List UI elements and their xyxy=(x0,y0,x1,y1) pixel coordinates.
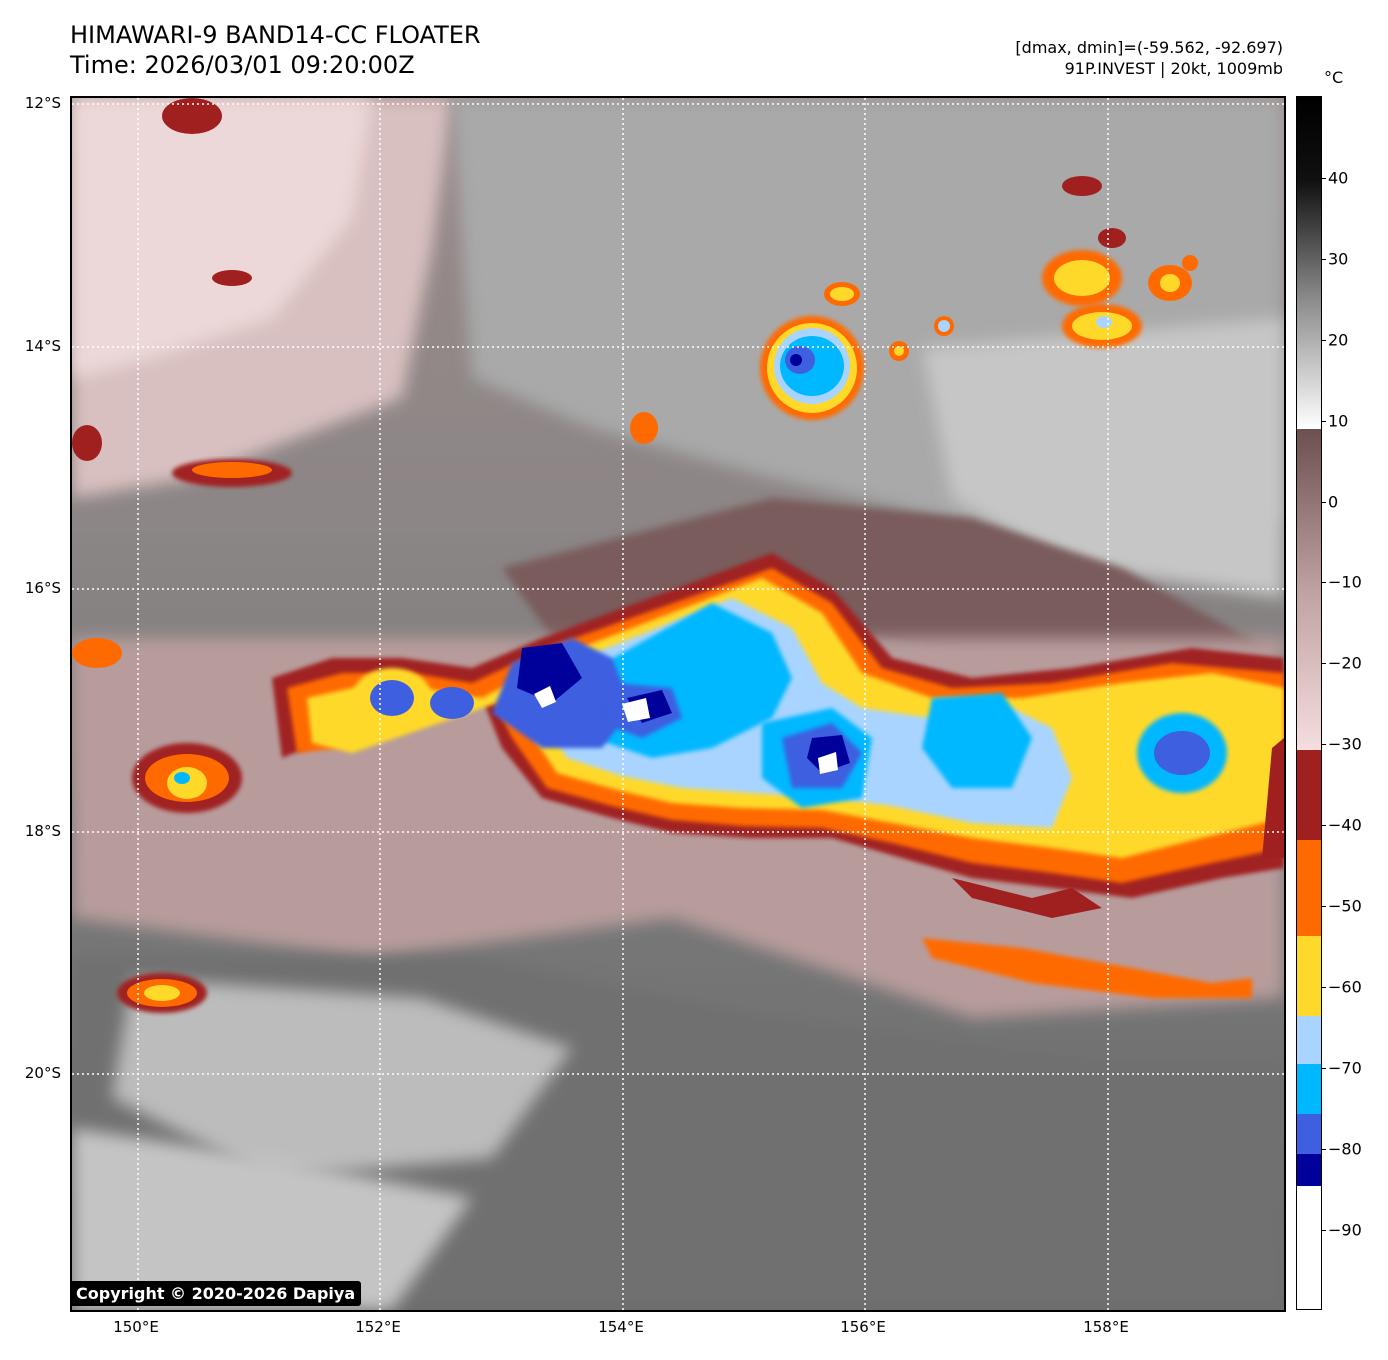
colorbar-tick xyxy=(1321,340,1326,341)
colorbar-segment-gray xyxy=(1297,97,1321,429)
lon-label-156e: 156°E xyxy=(840,1318,886,1336)
colorbar-tick xyxy=(1321,1230,1326,1231)
colorbar-label-40: 40 xyxy=(1328,168,1349,188)
colorbar-label-m60: −60 xyxy=(1328,977,1362,997)
colorbar-label-10: 10 xyxy=(1328,411,1349,431)
colorbar-tick xyxy=(1321,582,1326,583)
colorbar-segment-red xyxy=(1297,750,1321,840)
colorbar-tick xyxy=(1321,1149,1326,1150)
colorbar-scale xyxy=(1297,97,1321,1309)
colorbar-label-m80: −80 xyxy=(1328,1139,1362,1159)
lat-label-14s: 14°S xyxy=(24,337,61,355)
colorbar-tick xyxy=(1321,906,1326,907)
colorbar-tick xyxy=(1321,259,1326,260)
colorbar-tick xyxy=(1321,502,1326,503)
colorbar-segment-cyan xyxy=(1297,1064,1321,1114)
colorbar-label-m30: −30 xyxy=(1328,734,1362,754)
figure-title: HIMAWARI-9 BAND14-CC FLOATER Time: 2026/… xyxy=(70,20,481,80)
lat-label-18s: 18°S xyxy=(24,822,61,840)
lower-white-cloud xyxy=(112,978,572,1178)
colorbar-label-m70: −70 xyxy=(1328,1058,1362,1078)
colorbar-tick xyxy=(1321,825,1326,826)
lower-left-white-cloud xyxy=(72,1128,472,1310)
lon-label-154e: 154°E xyxy=(598,1318,644,1336)
colorbar-segment-light-blue xyxy=(1297,1016,1321,1064)
title-line-2: Time: 2026/03/01 09:20:00Z xyxy=(70,51,415,79)
colorbar-tick xyxy=(1321,421,1326,422)
graticule xyxy=(72,98,1284,1310)
colorbar-tick xyxy=(1321,663,1326,664)
colorbar-segment-brown xyxy=(1297,429,1321,750)
lat-label-16s: 16°S xyxy=(24,579,61,597)
colorbar-label-m20: −20 xyxy=(1328,653,1362,673)
colorbar-label-m40: −40 xyxy=(1328,815,1362,835)
colorbar-label-20: 20 xyxy=(1328,330,1349,350)
northeast-convective-cells xyxy=(1042,176,1198,348)
west-convective-cells xyxy=(72,98,292,1013)
southern-rain-band xyxy=(922,738,1284,998)
lat-label-20s: 20°S xyxy=(24,1064,61,1082)
main-convective-system xyxy=(272,553,1284,898)
colorbar-label-0: 0 xyxy=(1328,492,1339,512)
colorbar-segment-white xyxy=(1297,1186,1321,1309)
colorbar-segment-orange xyxy=(1297,840,1321,936)
colorbar-tick xyxy=(1321,178,1326,179)
colorbar-segment-yellow xyxy=(1297,936,1321,1016)
lon-label-150e: 150°E xyxy=(113,1318,159,1336)
colorbar-unit: °C xyxy=(1324,68,1344,87)
satellite-map xyxy=(70,96,1286,1312)
meta-line-1: [dmax, dmin]=(-59.562, -92.697) xyxy=(1015,38,1283,57)
colorbar-tick xyxy=(1321,987,1326,988)
colorbar-segment-navy xyxy=(1297,1154,1321,1186)
lon-label-152e: 152°E xyxy=(355,1318,401,1336)
colorbar-tick xyxy=(1321,1068,1326,1069)
colorbar-label-m50: −50 xyxy=(1328,896,1362,916)
colorbar xyxy=(1296,96,1322,1310)
storm-meta: [dmax, dmin]=(-59.562, -92.697) 91P.INVE… xyxy=(1015,37,1283,79)
lon-label-158e: 158°E xyxy=(1083,1318,1129,1336)
light-gray-cloud xyxy=(922,318,1284,598)
satellite-imagery xyxy=(72,98,1284,1310)
lat-label-12s: 12°S xyxy=(24,94,61,112)
colorbar-tick xyxy=(1321,744,1326,745)
meta-line-2: 91P.INVEST | 20kt, 1009mb xyxy=(1064,59,1283,78)
colorbar-label-30: 30 xyxy=(1328,249,1349,269)
pink-cloud-core xyxy=(72,98,372,378)
title-line-1: HIMAWARI-9 BAND14-CC FLOATER xyxy=(70,21,481,49)
copyright-notice: Copyright © 2020-2026 Dapiya xyxy=(70,1281,362,1306)
colorbar-label-m90: −90 xyxy=(1328,1220,1362,1240)
colorbar-segment-blue xyxy=(1297,1114,1321,1154)
north-convective-cell xyxy=(630,282,954,444)
colorbar-label-m10: −10 xyxy=(1328,572,1362,592)
